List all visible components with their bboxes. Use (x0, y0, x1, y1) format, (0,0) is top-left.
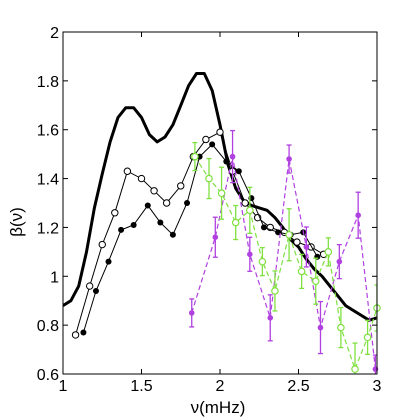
green-point (231, 218, 240, 227)
magenta-point (317, 324, 324, 331)
x-tick-label: 3 (373, 378, 382, 395)
green-point (217, 189, 226, 198)
open-circle-point (123, 167, 132, 175)
filled-circle-point (130, 221, 137, 228)
thick-curve-line (63, 72, 377, 322)
green-point (351, 365, 359, 373)
axis-ticks: 1 1.5 2 2.5 3 0.6 0.8 1 1.2 1.4 1.6 1.8 2 (37, 25, 382, 395)
y-tick-label: 1.6 (37, 123, 59, 140)
y-tick-label: 1.2 (37, 220, 59, 237)
magenta-point (188, 310, 195, 316)
x-tick-label: 2.5 (287, 378, 309, 395)
open-circle-point (137, 174, 146, 183)
magenta-point (336, 258, 343, 265)
x-tick-label: 1.5 (130, 378, 152, 395)
filled-circle-point (169, 231, 176, 238)
filled-circle-series-layer (80, 141, 321, 336)
magenta-point (229, 153, 236, 160)
filled-circle-point (223, 158, 230, 165)
y-tick-label: 1.8 (37, 74, 59, 91)
magenta-point (355, 212, 361, 219)
green-point (191, 152, 199, 161)
magenta-point (303, 244, 310, 250)
open-circle-point (293, 238, 301, 246)
green-point (311, 277, 320, 285)
open-circle-point (162, 199, 171, 207)
magenta-point (267, 315, 274, 321)
filled-circle-point (118, 226, 125, 233)
y-tick-label: 0.8 (37, 318, 59, 335)
green-series-layer (191, 141, 381, 374)
open-circle-point (71, 331, 80, 339)
green-point (337, 323, 345, 332)
x-tick-label: 2 (216, 378, 225, 395)
green-point (271, 287, 279, 295)
filled-circle-point (260, 224, 267, 231)
thick-curve-layer (63, 72, 377, 322)
plot-frame (62, 31, 378, 375)
open-circle-point (241, 199, 249, 207)
filled-circle-point (184, 200, 191, 206)
y-tick-label: 1.4 (37, 172, 59, 189)
filled-circle-series-line (82, 143, 318, 333)
magenta-point (286, 156, 292, 162)
open-circle-point (202, 135, 210, 144)
magenta-series-layer (188, 129, 379, 374)
plot-frame-rect (62, 31, 378, 375)
open-circle-point (85, 282, 94, 290)
green-point (258, 257, 267, 266)
filled-circle-point (235, 168, 242, 175)
green-point (324, 248, 333, 256)
filled-circle-point (209, 141, 216, 148)
y-tick-label: 1 (50, 269, 59, 286)
filled-circle-point (275, 229, 282, 236)
x-tick-label: 1 (59, 378, 68, 395)
y-tick-label: 2 (50, 25, 59, 42)
filled-circle-point (144, 202, 151, 209)
green-point (285, 230, 293, 239)
filled-circle-point (80, 329, 87, 336)
green-point (363, 333, 372, 342)
filled-circle-point (105, 258, 112, 265)
green-line (194, 156, 377, 371)
filled-circle-point (157, 219, 164, 226)
open-circle-point (216, 128, 224, 136)
open-circle-point (177, 182, 185, 190)
y-tick-label: 0.6 (37, 367, 59, 384)
filled-circle-point (92, 287, 99, 294)
open-circle-point (98, 240, 106, 249)
open-circle-point (150, 187, 158, 195)
green-point (205, 174, 213, 183)
x-axis-label: ν(mHz) (191, 398, 246, 417)
open-circle-point (111, 209, 119, 217)
green-point (246, 206, 254, 215)
green-point (297, 267, 306, 276)
magenta-point (212, 234, 219, 240)
magenta-point (247, 251, 253, 258)
magenta-line (191, 156, 376, 370)
y-axis-label: β(ν) (7, 207, 26, 237)
